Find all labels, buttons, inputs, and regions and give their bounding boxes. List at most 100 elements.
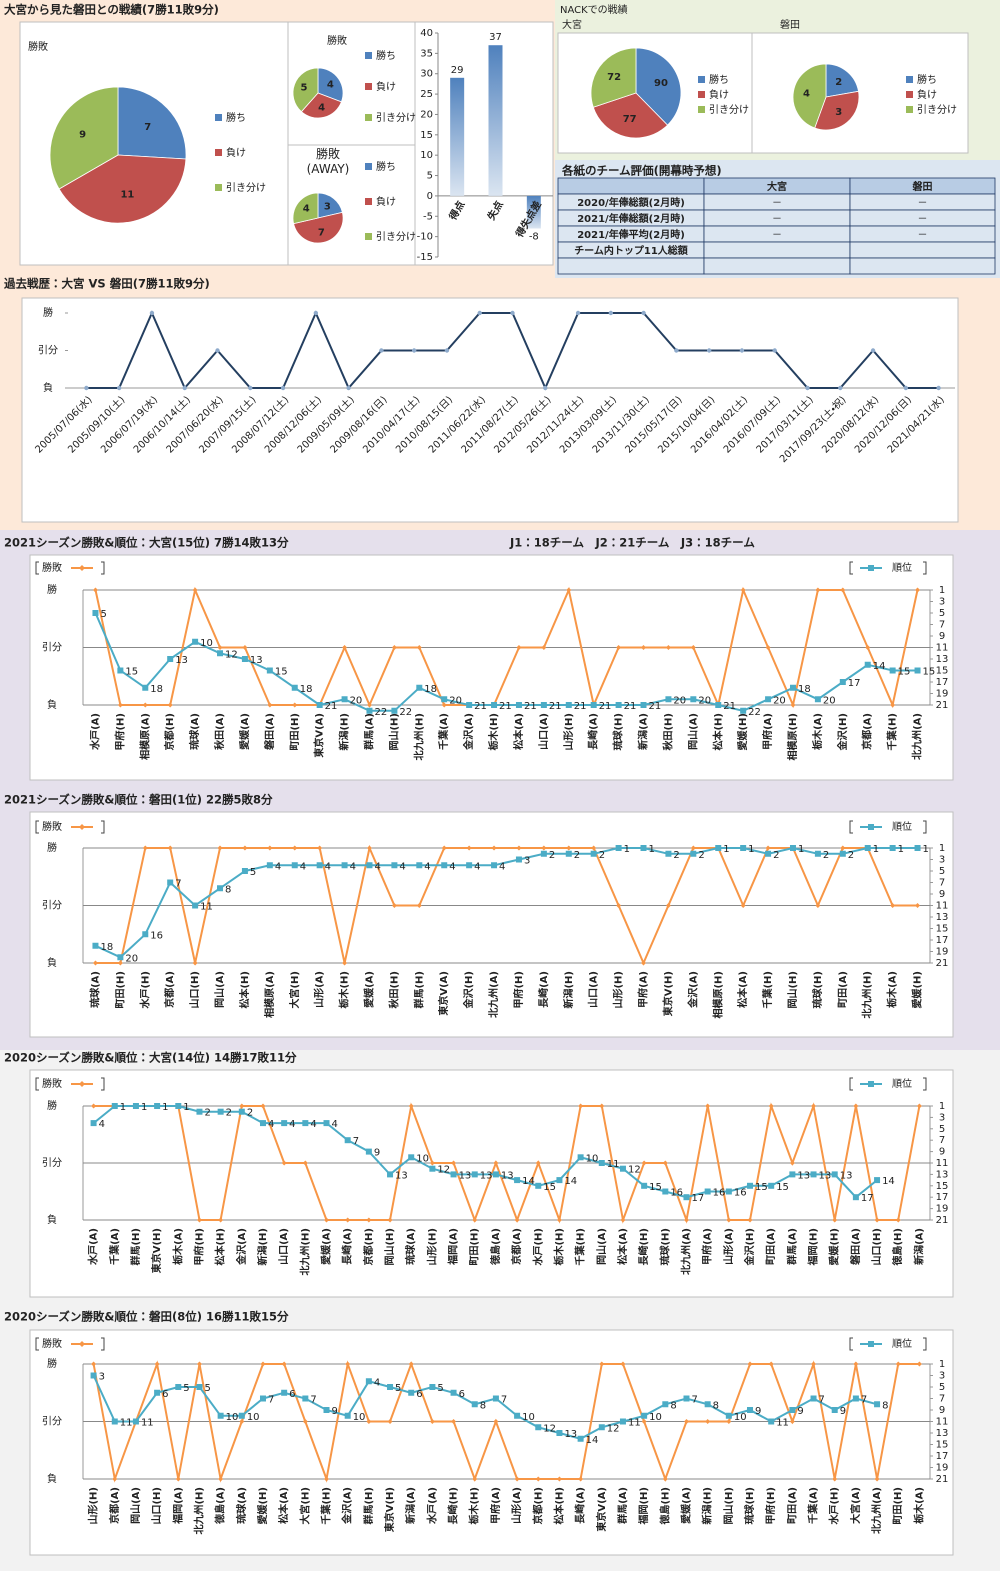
rank-marker	[217, 650, 224, 657]
data-label: 14	[882, 1176, 895, 1187]
result-marker	[391, 645, 397, 650]
pie-slice	[292, 67, 319, 113]
legend-bracket	[35, 820, 39, 834]
result-marker	[260, 1361, 266, 1367]
rank-marker	[540, 850, 547, 857]
legend-bracket	[923, 561, 927, 575]
x-tick-label: 東京V(H)	[661, 971, 674, 1016]
y2-tick-label: 5	[939, 1124, 945, 1135]
result-marker	[192, 587, 198, 593]
legend-marker	[868, 1341, 874, 1347]
point	[182, 385, 187, 391]
point	[84, 385, 89, 391]
result-marker	[218, 1217, 224, 1223]
result-marker	[429, 1419, 435, 1424]
result-marker	[142, 702, 148, 708]
x-tick-label: 東京V(A)	[595, 1487, 608, 1532]
x-tick-label: 岡山(A)	[686, 713, 699, 750]
data-label: 10	[734, 1412, 747, 1423]
legend-swatch	[365, 163, 372, 170]
data-label: 2	[823, 850, 829, 861]
result-marker	[665, 645, 671, 650]
result-marker	[154, 1361, 160, 1367]
rank-marker	[535, 1424, 542, 1431]
data-label: 4	[332, 1119, 338, 1130]
rank-marker	[640, 845, 647, 851]
x-tick-label: 徳島(H)	[891, 1228, 904, 1267]
data-label: 17	[861, 1193, 874, 1204]
result-marker	[441, 702, 447, 708]
legend-marker	[79, 565, 85, 571]
series-line	[92, 1375, 878, 1440]
legend-label: 負け	[376, 81, 396, 93]
result-marker	[747, 1217, 753, 1223]
result-marker	[895, 1361, 901, 1367]
legend-swatch	[906, 91, 913, 98]
point	[674, 348, 679, 353]
point	[903, 385, 909, 391]
rank-marker	[302, 1120, 309, 1127]
result-marker	[578, 1103, 584, 1109]
x-tick-label: 松本(A)	[736, 971, 749, 1008]
result-marker	[342, 960, 348, 966]
x-tick-label: 栃木(A)	[171, 1228, 184, 1265]
rank-marker	[577, 1154, 584, 1161]
rank-marker	[665, 850, 672, 857]
result-marker	[516, 845, 522, 851]
result-marker	[690, 845, 696, 851]
data-label: 8	[670, 1400, 676, 1411]
x-tick-label: 京都(A)	[163, 971, 176, 1008]
rank-marker	[117, 667, 124, 674]
result-marker	[790, 702, 796, 708]
point	[444, 348, 450, 353]
result-marker	[345, 1361, 351, 1367]
y2-tick-label: 19	[936, 1463, 949, 1474]
legend-bracket	[101, 820, 105, 834]
result-marker	[366, 845, 372, 851]
x-tick-label: 京都(A)	[510, 1228, 523, 1265]
legend-bracket	[35, 1077, 39, 1091]
x-tick-label: 金沢(H)	[743, 1228, 756, 1266]
rank-marker	[154, 1389, 161, 1396]
result-marker	[916, 1103, 922, 1109]
pie-slice	[317, 67, 344, 103]
y2-tick-label: 19	[936, 1204, 949, 1215]
rank-marker	[466, 862, 473, 869]
rank-marker	[450, 1389, 457, 1396]
x-tick-label: 福岡(A)	[171, 1487, 184, 1525]
x-tick-label: 愛媛(A)	[679, 1487, 692, 1524]
data-label: 1	[141, 1102, 147, 1113]
result-marker	[91, 1361, 97, 1367]
x-tick-label: 新潟(A)	[404, 1487, 417, 1525]
result-marker	[92, 587, 98, 593]
point	[411, 348, 417, 353]
rank-marker	[92, 610, 99, 616]
series-line	[95, 844, 918, 966]
result-marker	[387, 1217, 393, 1223]
pie-label: 3	[324, 201, 331, 212]
data-label: 5	[204, 1383, 210, 1394]
data-label: 15	[776, 1182, 789, 1193]
pie-slice	[317, 192, 343, 219]
y-tick-label: 負	[43, 382, 53, 394]
point	[936, 385, 941, 391]
rank-marker	[740, 845, 747, 851]
y-tick-label: -10	[417, 232, 433, 243]
table-cell	[849, 257, 996, 275]
x-tick-label: 磐田(A)	[849, 1228, 862, 1265]
rank-marker	[852, 1395, 859, 1402]
legend-label: 引き分け	[709, 104, 749, 116]
result-marker	[239, 1103, 245, 1109]
data-label: 17	[691, 1193, 704, 1204]
x-tick-label: 長崎(H)	[447, 1487, 460, 1525]
rank-marker	[889, 845, 896, 851]
data-label: 9	[332, 1406, 338, 1417]
result-marker	[472, 1217, 478, 1223]
x-tick-label: 山口(H)	[150, 1487, 163, 1525]
y-tick-label: 0	[427, 191, 433, 202]
pie-label: 4	[803, 89, 810, 100]
pie-title: 磐田	[780, 19, 800, 31]
point	[313, 310, 319, 316]
data-label: 7	[501, 1395, 507, 1406]
y-tick-label: 引分	[38, 345, 58, 357]
